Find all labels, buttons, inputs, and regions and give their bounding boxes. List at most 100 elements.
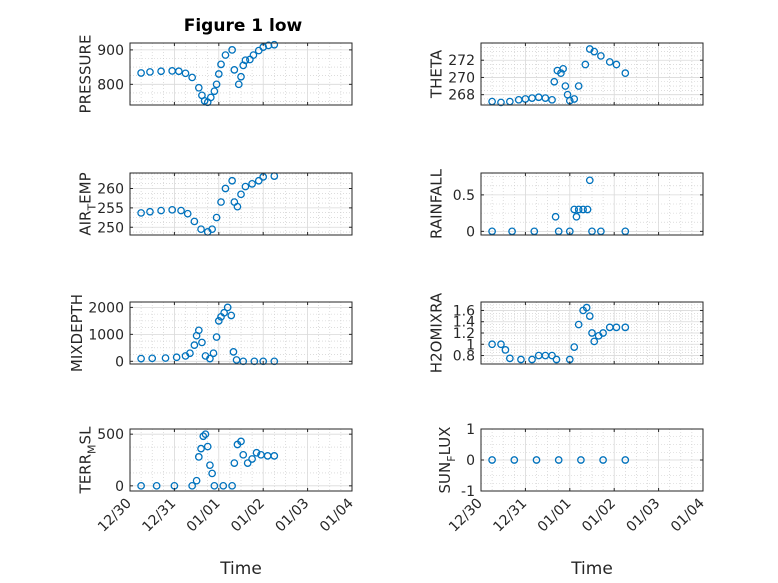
data-point — [497, 98, 505, 107]
data-point — [152, 481, 161, 490]
data-point — [528, 355, 536, 364]
y-tick-label: 1.4 — [453, 315, 475, 331]
y-axis-label: PRESSURE — [77, 35, 95, 114]
y-tick-label: 0 — [466, 224, 475, 240]
data-point — [201, 430, 210, 439]
data-point — [221, 184, 230, 193]
data-point — [250, 357, 259, 366]
axes-box — [129, 42, 353, 106]
y-tick-label: -1 — [461, 484, 475, 500]
data-point — [557, 69, 565, 77]
y-tick-label: 0.5 — [453, 188, 475, 204]
data-point — [621, 69, 630, 77]
data-point — [552, 355, 561, 364]
data-point — [157, 67, 165, 76]
figure-title: Figure 1 low — [184, 16, 303, 36]
y-tick-label: 250 — [97, 220, 124, 236]
data-point — [488, 456, 496, 464]
data-point — [197, 225, 205, 234]
data-point — [497, 340, 505, 349]
data-point — [217, 198, 225, 206]
y-tick-label: 800 — [97, 77, 124, 93]
data-point — [551, 212, 560, 221]
data-point — [501, 346, 510, 354]
data-point — [259, 357, 268, 366]
x-axis-label: Time — [219, 559, 262, 579]
data-point — [237, 72, 245, 81]
data-point — [570, 343, 579, 351]
y-tick-label: 260 — [97, 182, 124, 198]
data-point — [209, 349, 218, 358]
data-point — [192, 476, 201, 485]
data-point — [599, 456, 607, 464]
data-point — [223, 303, 232, 312]
data-point — [510, 456, 519, 464]
data-point — [217, 60, 225, 69]
y-tick-label: 2000 — [88, 300, 124, 316]
y-axis-label: SUNFLUX — [436, 427, 458, 494]
data-point — [168, 205, 177, 214]
y-tick-label: 0 — [466, 453, 475, 469]
data-point — [206, 461, 214, 470]
data-point — [621, 323, 630, 332]
data-point — [198, 338, 206, 347]
data-point — [585, 312, 594, 320]
x-axis-label: Time — [570, 559, 613, 579]
data-point — [243, 459, 252, 467]
data-point — [206, 93, 215, 102]
y-axis-label: MIXDEPTH — [68, 294, 86, 372]
data-point — [561, 82, 570, 90]
data-point — [585, 176, 594, 185]
data-point — [237, 190, 245, 199]
data-point — [248, 180, 256, 188]
data-point — [219, 481, 228, 490]
data-point — [583, 205, 592, 214]
data-point — [239, 357, 248, 366]
y-tick-label: 255 — [97, 201, 124, 217]
data-point — [220, 308, 228, 317]
data-point — [574, 82, 583, 90]
data-point — [212, 333, 221, 341]
data-point — [230, 66, 239, 74]
data-point — [137, 209, 145, 217]
data-point — [190, 341, 199, 349]
data-point — [612, 60, 621, 69]
data-point — [605, 58, 614, 66]
data-point — [597, 52, 605, 60]
data-point — [214, 70, 223, 78]
data-point — [146, 207, 154, 216]
data-point — [590, 47, 599, 56]
data-point — [208, 469, 216, 478]
axes-box — [480, 172, 704, 236]
data-point — [210, 481, 219, 490]
data-point — [270, 357, 279, 366]
data-point — [249, 51, 258, 59]
data-point — [137, 354, 145, 363]
y-tick-label: 900 — [97, 43, 124, 59]
data-point — [172, 353, 181, 362]
data-point — [554, 456, 563, 464]
data-point — [228, 481, 236, 490]
data-point — [188, 73, 197, 82]
data-point — [183, 209, 192, 218]
data-point — [230, 459, 239, 467]
data-point — [221, 51, 230, 59]
data-point — [590, 337, 599, 346]
data-point — [174, 67, 183, 76]
data-point — [532, 456, 541, 464]
data-point — [541, 94, 550, 102]
data-point — [570, 205, 579, 214]
data-point — [212, 213, 221, 222]
data-point — [239, 450, 248, 459]
data-point — [582, 303, 591, 312]
axes-box — [129, 301, 353, 365]
data-point — [137, 481, 145, 490]
data-point — [574, 205, 583, 214]
data-point — [548, 351, 556, 360]
data-point — [199, 432, 208, 441]
data-point — [270, 40, 279, 49]
data-point — [241, 56, 250, 65]
data-point — [248, 455, 256, 463]
